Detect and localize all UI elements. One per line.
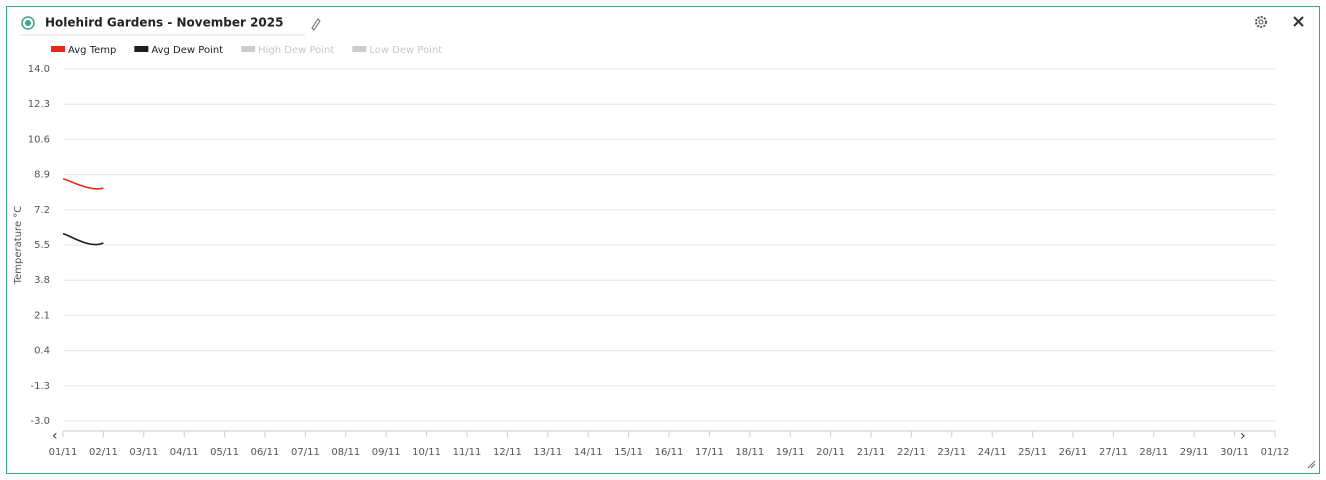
legend-swatch [134,46,149,52]
x-tick-label: 19/11 [776,447,805,458]
settings-icon[interactable] [1255,16,1267,28]
scroll-right[interactable]: › [1240,428,1246,444]
x-tick-label: 24/11 [978,447,1007,458]
x-tick-label: 27/11 [1099,447,1128,458]
widget-border [6,6,1320,474]
legend-swatch [241,46,256,52]
y-tick-label: -3.0 [30,416,50,427]
y-tick-label: 10.6 [28,134,50,145]
x-tick-label: 13/11 [533,447,562,458]
x-tick-label: 21/11 [857,447,886,458]
close-icon[interactable] [1293,16,1304,27]
chart-title: Holehird Gardens - November 2025 [45,16,283,30]
radio[interactable] [21,16,35,30]
x-tick-label: 11/11 [453,447,482,458]
x-tick-label: 07/11 [291,447,320,458]
legend-label[interactable]: High Dew Point [258,45,334,56]
x-tick-label: 25/11 [1018,447,1047,458]
x-tick-label: 02/11 [89,447,118,458]
x-tick-label: 22/11 [897,447,926,458]
y-tick-label: 14.0 [28,64,50,75]
x-tick-label: 20/11 [816,447,845,458]
legend-swatch [51,46,65,52]
legend-label[interactable]: Avg Dew Point [151,45,223,56]
x-tick-label: 15/11 [614,447,643,458]
x-tick-label: 17/11 [695,447,724,458]
x-tick-label: 18/11 [735,447,764,458]
legend-swatch [352,46,367,52]
x-tick-label: 03/11 [129,447,158,458]
resize-handle[interactable] [1307,460,1316,469]
x-tick-label: 26/11 [1059,447,1088,458]
series-line [62,232,104,246]
x-tick-label: 06/11 [251,447,280,458]
x-tick-label: 28/11 [1139,447,1168,458]
y-tick-label: 5.5 [34,240,50,251]
y-tick-label: 12.3 [28,99,50,110]
legend-label[interactable]: Avg Temp [68,45,116,56]
x-tick-label: 10/11 [412,447,441,458]
x-tick-label: 16/11 [655,447,684,458]
legend-label[interactable]: Low Dew Point [369,45,442,56]
y-tick-label: 0.4 [34,346,50,357]
series-line [62,177,104,190]
x-tick-label: 04/11 [170,447,199,458]
x-tick-label: 12/11 [493,447,522,458]
edit-icon[interactable] [311,18,321,31]
y-tick-label: 2.1 [34,310,50,321]
radio-dot [25,20,31,26]
x-tick-label: 30/11 [1220,447,1249,458]
x-tick-label: 01/11 [49,447,78,458]
x-tick-label: 09/11 [372,447,401,458]
y-tick-label: 7.2 [34,205,50,216]
x-tick-label: 01/12 [1261,447,1290,458]
x-tick-label: 05/11 [210,447,239,458]
x-tick-label: 29/11 [1180,447,1209,458]
y-tick-label: 3.8 [34,275,50,286]
y-tick-label: -1.3 [30,381,50,392]
y-axis-label: Temperature °C [13,206,24,286]
y-tick-label: 8.9 [34,170,50,181]
x-tick-label: 23/11 [937,447,966,458]
scroll-left[interactable]: ‹ [52,428,58,444]
x-tick-label: 08/11 [331,447,360,458]
x-tick-label: 14/11 [574,447,603,458]
